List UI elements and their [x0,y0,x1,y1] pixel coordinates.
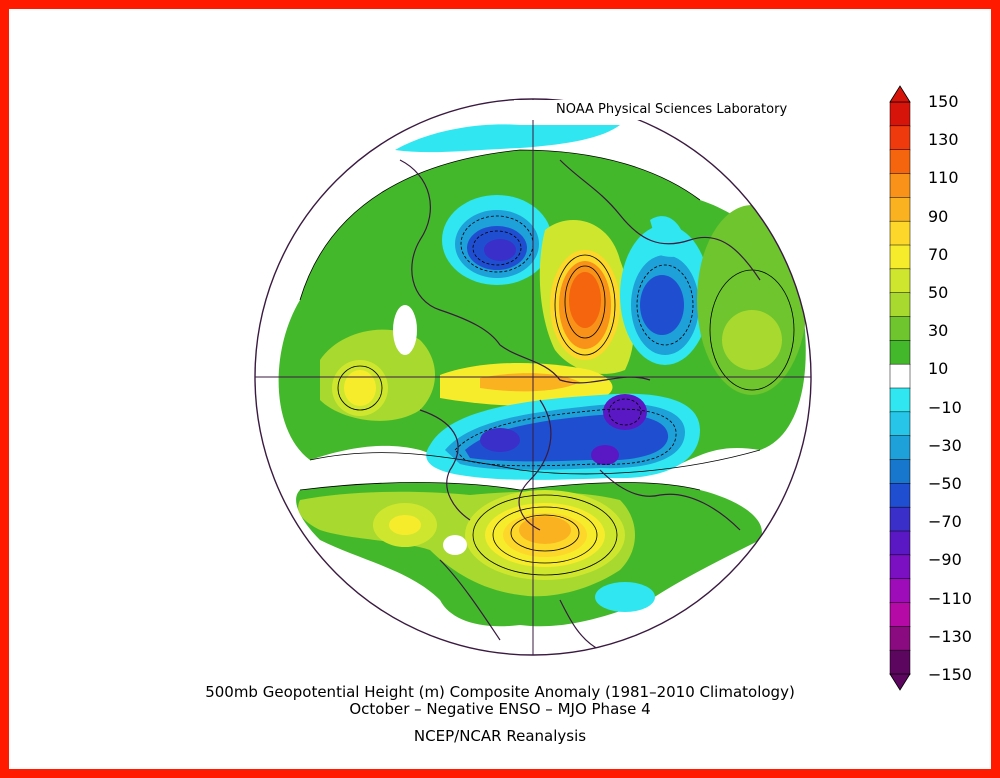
caption-line-3: NCEP/NCAR Reanalysis [413,727,587,745]
colorbar-tick-label: 70 [928,244,949,264]
colorbar-swatch [889,220,911,246]
colorbar-tick-label: 30 [928,321,949,341]
colorbar-swatch [889,506,911,532]
colorbar-swatch [889,578,911,604]
colorbar-swatch [889,125,911,151]
colorbar-swatch [889,244,911,270]
caption-line-1: 500mb Geopotential Height (m) Composite … [205,683,795,701]
colorbar-swatch [889,316,911,342]
colorbar-tick-label: −10 [928,397,962,417]
colorbar-tick-label: 50 [928,283,949,302]
colorbar-swatch [889,530,911,556]
colorbar-swatch [889,459,911,485]
colorbar-tick-label: −50 [928,474,962,493]
colorbar-tick-label: −70 [928,512,962,532]
colorbar-swatch [889,101,911,127]
colorbar [889,85,911,691]
colorbar-swatch [889,340,911,365]
colorbar-tick-label: 150 [928,92,959,111]
colorbar-swatch [889,602,911,628]
coastlines [399,159,761,651]
colorbar-swatch [889,268,911,294]
colorbar-tick-label: 90 [928,206,949,226]
colorbar-tick-label: 10 [928,359,949,379]
colorbar-swatch [889,554,911,580]
colorbar-swatch [889,173,911,199]
colorbar-swatch [889,483,911,508]
credit-label: NOAA Physical Sciences Laboratory [514,100,810,120]
colorbar-swatch [889,387,911,413]
colorbar-tick-label: 110 [928,168,959,188]
colorbar-tick-label: −130 [928,626,972,646]
colorbar-max-arrow [889,85,911,103]
contour-lines [299,149,795,576]
colorbar-swatch [889,149,911,175]
colorbar-tick-label: −90 [928,550,962,570]
caption-line-2: October – Negative ENSO – MJO Phase 4 [349,700,651,718]
colorbar-tick-label: −150 [928,665,972,684]
colorbar-min-arrow [889,673,911,691]
colorbar-swatch [889,292,911,318]
colorbar-swatch [889,626,911,651]
colorbar-tick-label: −110 [928,588,972,608]
colorbar-swatch [889,411,911,437]
colorbar-swatch [889,197,911,222]
colorbar-tick-label: −30 [928,435,962,455]
colorbar-tick-label: 130 [928,130,959,150]
colorbar-swatch [889,363,911,389]
colorbar-swatch [889,649,911,675]
colorbar-swatch [889,435,911,461]
